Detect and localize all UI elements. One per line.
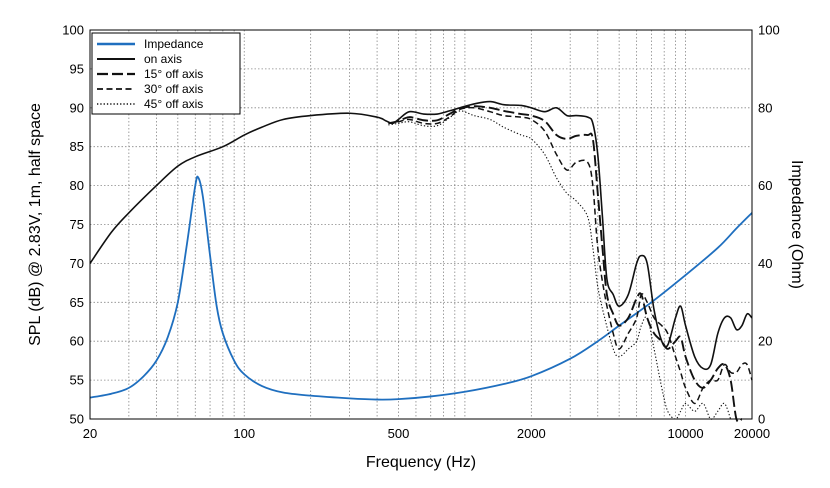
y-right-tick-label: 80 — [758, 100, 772, 115]
y-left-tick-label: 90 — [70, 100, 84, 115]
y-right-tick-label: 100 — [758, 23, 780, 38]
x-tick-label: 20000 — [734, 426, 770, 441]
y-right-tick-label: 20 — [758, 334, 772, 349]
y-right-tick-label: 0 — [758, 412, 765, 427]
y-left-tick-label: 75 — [70, 217, 84, 232]
y-left-tick-label: 55 — [70, 373, 84, 388]
legend-label: Impedance — [144, 37, 204, 51]
x-tick-label: 100 — [233, 426, 255, 441]
y-left-tick-label: 85 — [70, 139, 84, 154]
y-axis-right-title: Impedance (Ohm) — [788, 160, 805, 289]
series-line-impedance — [89, 175, 753, 401]
series-lines — [89, 100, 753, 423]
tick-labels: 50 55 60 65 70 75 80 85 90 95 100 0 20 40 60 80 100 20 100… — [62, 23, 779, 442]
y-left-tick-label: 60 — [70, 334, 84, 349]
x-tick-label: 10000 — [667, 426, 703, 441]
y-right-tick-label: 40 — [758, 256, 772, 271]
x-tick-label: 20 — [83, 426, 97, 441]
series-line-30-off-axis — [388, 106, 753, 405]
legend-label: 30° off axis — [144, 82, 203, 96]
series-line-45-off-axis — [388, 110, 732, 420]
series-line-on-axis — [89, 100, 753, 371]
y-axis-left-title: SPL (dB) @ 2.83V, 1m, half space — [27, 103, 44, 346]
y-right-tick-label: 60 — [758, 178, 772, 193]
y-left-tick-label: 50 — [70, 412, 84, 427]
legend-label: 45° off axis — [144, 97, 203, 111]
series-line-15-off-axis — [388, 105, 743, 423]
plot-frame — [89, 29, 753, 420]
y-left-tick-label: 65 — [70, 295, 84, 310]
x-axis-title: Frequency (Hz) — [366, 454, 476, 471]
legend-label: on axis — [144, 52, 182, 66]
x-tick-label: 2000 — [517, 426, 546, 441]
legend-label: 15° off axis — [144, 67, 203, 81]
y-left-tick-label: 80 — [70, 178, 84, 193]
x-tick-label: 500 — [388, 426, 410, 441]
y-left-tick-label: 100 — [62, 23, 84, 38]
y-left-tick-label: 95 — [70, 61, 84, 76]
y-left-tick-label: 70 — [70, 256, 84, 271]
